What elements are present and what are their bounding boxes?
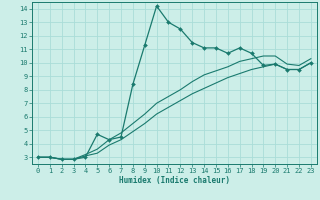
X-axis label: Humidex (Indice chaleur): Humidex (Indice chaleur) xyxy=(119,176,230,185)
